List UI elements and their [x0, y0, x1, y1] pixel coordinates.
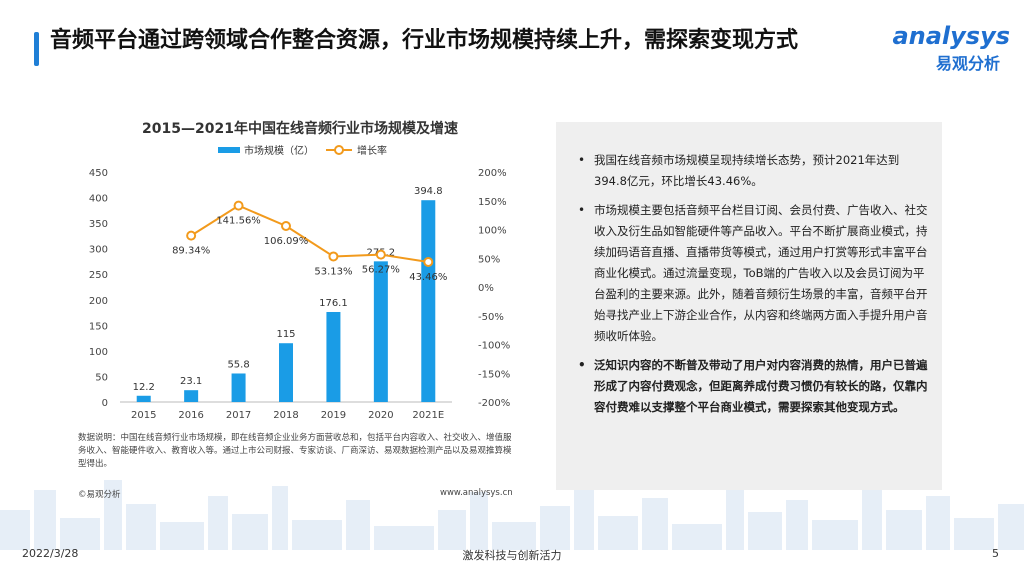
logo-text-en: analysys	[892, 22, 1010, 50]
data-source-note: 数据说明：中国在线音频行业市场规模，即在线音频企业业务方面营收总和，包括平台内容…	[78, 433, 512, 469]
footer-slogan: 激发科技与创新活力	[462, 549, 562, 562]
bullet-icon: •	[578, 153, 586, 167]
y-right-tick-label: -50%	[478, 312, 504, 323]
y-left-tick-label: 200	[89, 296, 108, 307]
insight-item: • 泛知识内容的不断普及带动了用户对内容消费的热情，用户已普遍形成了内容付费观念，…	[576, 355, 928, 418]
legend-line-marker	[334, 145, 344, 155]
growth-rate-label: 53.13%	[314, 266, 352, 277]
insight-item: • 我国在线音频市场规模呈现持续增长态势，预计2021年达到394.8亿元，环比增…	[576, 150, 928, 192]
website-link[interactable]: www.analysys.cn	[440, 488, 513, 498]
chart-title: 2015—2021年中国在线音频行业市场规模及增速	[142, 121, 458, 137]
insight-text: 市场规模主要包括音频平台栏目订阅、会员付费、广告收入、社交收入及衍生品如智能硬件…	[594, 203, 928, 343]
logo-text-cn: 易观分析	[935, 54, 1000, 73]
bar	[421, 200, 436, 402]
bar-value-label: 12.2	[133, 382, 155, 393]
y-right-tick-label: 0%	[478, 283, 494, 294]
x-tick-label: 2019	[321, 410, 346, 421]
y-right-tick-label: -100%	[478, 341, 510, 352]
y-left-tick-label: 300	[89, 245, 108, 256]
market-size-chart: 市场规模（亿） 增长率 0 50 100 150 200 250 300 350 400 450 -20…	[89, 144, 510, 421]
y-left-tick-label: 150	[89, 321, 108, 332]
y-right-tick-label: -200%	[478, 398, 510, 409]
growth-rate-line	[190, 204, 429, 263]
y-left-tick-label: 250	[89, 270, 108, 281]
growth-rate-point	[423, 257, 434, 268]
bar	[136, 395, 151, 402]
y-right-tick-label: 50%	[478, 254, 500, 265]
insight-item: • 市场规模主要包括音频平台栏目订阅、会员付费、广告收入、社交收入及衍生品如智能硬…	[576, 200, 928, 347]
growth-rate-label: 89.34%	[172, 246, 210, 257]
x-tick-label: 2017	[226, 410, 251, 421]
y-right-tick-label: 100%	[478, 226, 507, 237]
growth-rate-label: 56.27%	[362, 265, 400, 276]
copyright-text: ©易观分析	[78, 490, 121, 500]
growth-rate-point	[281, 220, 291, 231]
y-left-tick-label: 400	[89, 194, 108, 205]
growth-rate-label: 141.56%	[216, 216, 260, 227]
y-left-tick-label: 350	[89, 219, 108, 230]
legend-line-label: 增长率	[357, 144, 387, 157]
bar	[231, 373, 246, 402]
page-title: 音频平台通过跨领域合作整合资源，行业市场规模持续上升，需探索变现方式	[50, 28, 799, 53]
bullet-icon: •	[578, 358, 586, 372]
growth-rate-label: 43.46%	[409, 272, 447, 283]
bar-value-label: 23.1	[180, 376, 202, 387]
insight-text: 泛知识内容的不断普及带动了用户对内容消费的热情，用户已普遍形成了内容付费观念，但…	[594, 358, 928, 414]
bar-value-label: 55.8	[227, 359, 249, 370]
y-left-tick-label: 0	[102, 398, 108, 409]
bar	[326, 311, 341, 402]
bar-value-label: 115	[276, 329, 295, 340]
page-number: 5	[992, 547, 999, 560]
bar-value-label: 394.8	[414, 186, 443, 197]
y-right-tick-label: 150%	[478, 197, 507, 208]
bullet-icon: •	[578, 203, 586, 217]
x-tick-label: 2016	[178, 410, 203, 421]
x-tick-label: 2018	[273, 410, 298, 421]
insight-text: 我国在线音频市场规模呈现持续增长态势，预计2021年达到394.8亿元，环比增长…	[594, 153, 900, 188]
bar	[184, 390, 199, 402]
bar	[373, 261, 388, 402]
legend-bar-swatch	[218, 147, 240, 153]
growth-rate-point	[233, 200, 244, 211]
growth-rate-label: 106.09%	[264, 236, 309, 247]
legend-bar-label: 市场规模（亿）	[244, 144, 314, 157]
x-tick-label: 2021E	[412, 410, 444, 421]
y-right-tick-label: 200%	[478, 168, 507, 179]
y-left-tick-label: 450	[89, 168, 108, 179]
footer-date: 2022/3/28	[22, 547, 79, 560]
x-tick-label: 2015	[131, 410, 156, 421]
title-accent-bar	[34, 32, 39, 66]
growth-rate-point	[375, 249, 386, 260]
growth-rate-point	[186, 230, 197, 241]
analysys-logo: analysys 易观分析	[880, 22, 1010, 74]
bar	[279, 343, 293, 402]
y-left-tick-label: 50	[95, 372, 108, 383]
growth-rate-point	[328, 251, 339, 262]
y-left-tick-label: 100	[89, 347, 108, 358]
insights-list: • 我国在线音频市场规模呈现持续增长态势，预计2021年达到394.8亿元，环比增…	[556, 122, 942, 418]
insights-panel: • 我国在线音频市场规模呈现持续增长态势，预计2021年达到394.8亿元，环比增…	[556, 122, 942, 490]
city-skyline-decoration	[0, 480, 1024, 550]
x-tick-label: 2020	[368, 410, 393, 421]
bar-value-label: 176.1	[319, 298, 348, 309]
y-right-tick-label: -150%	[478, 369, 510, 380]
